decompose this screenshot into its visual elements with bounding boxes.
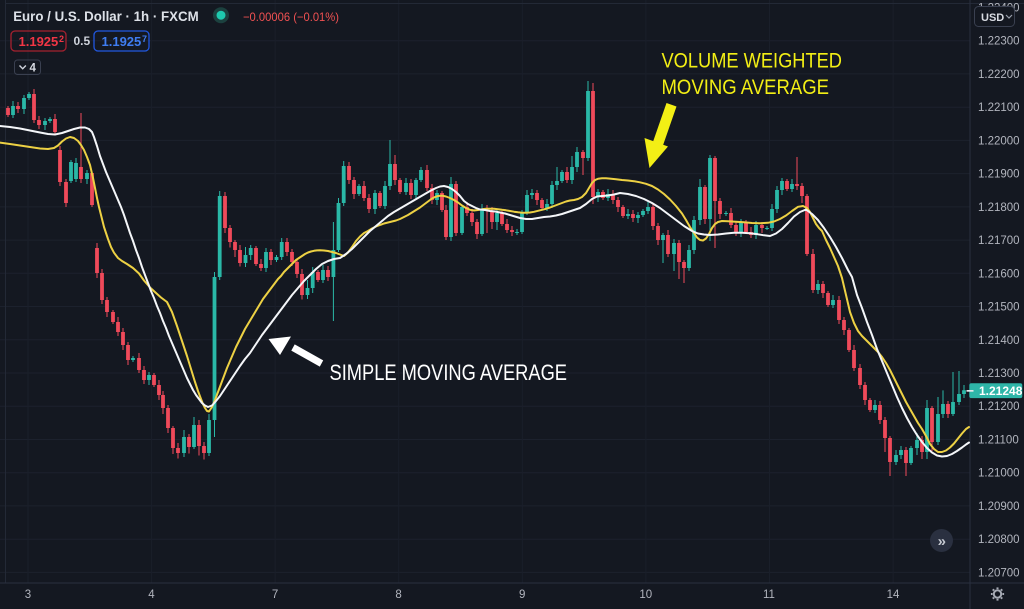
svg-text:2: 2 [59, 34, 64, 44]
svg-text:1.21800: 1.21800 [978, 202, 1020, 214]
svg-text:7: 7 [142, 34, 147, 44]
svg-text:»: » [938, 533, 946, 550]
svg-text:4: 4 [148, 589, 155, 601]
svg-text:1.22100: 1.22100 [978, 102, 1020, 114]
svg-text:1.1925: 1.1925 [102, 34, 142, 49]
svg-text:14: 14 [887, 589, 900, 601]
svg-text:1.22000: 1.22000 [978, 135, 1020, 147]
svg-text:−0.00006 (−0.01%): −0.00006 (−0.01%) [243, 10, 339, 24]
svg-text:7: 7 [272, 589, 278, 601]
svg-text:SIMPLE MOVING AVERAGE: SIMPLE MOVING AVERAGE [330, 360, 568, 385]
svg-text:4: 4 [30, 63, 37, 75]
svg-text:1.22300: 1.22300 [978, 36, 1020, 48]
svg-text:9: 9 [519, 589, 525, 601]
svg-text:1.22200: 1.22200 [978, 69, 1020, 81]
svg-text:1.21100: 1.21100 [978, 435, 1019, 447]
svg-text:1.1925: 1.1925 [19, 34, 59, 49]
svg-text:1.20700: 1.20700 [978, 567, 1020, 579]
svg-text:1.21900: 1.21900 [978, 169, 1020, 181]
svg-text:3: 3 [25, 589, 31, 601]
svg-text:0.5: 0.5 [74, 34, 91, 48]
svg-text:1.21300: 1.21300 [978, 368, 1020, 380]
svg-text:Euro / U.S. Dollar · 1h · FXCM: Euro / U.S. Dollar · 1h · FXCM [13, 9, 199, 24]
svg-text:11: 11 [763, 589, 775, 601]
svg-text:1.21700: 1.21700 [978, 235, 1020, 247]
svg-text:1.21600: 1.21600 [978, 268, 1020, 280]
svg-text:1.21400: 1.21400 [978, 335, 1020, 347]
svg-text:1.20900: 1.20900 [978, 501, 1020, 513]
svg-text:1.20800: 1.20800 [978, 534, 1020, 546]
svg-text:VOLUME WEIGHTED: VOLUME WEIGHTED [662, 48, 843, 72]
svg-text:USD: USD [981, 12, 1004, 24]
svg-text:1.21200: 1.21200 [978, 401, 1020, 413]
svg-text:1.21248: 1.21248 [979, 384, 1023, 398]
svg-text:1.21000: 1.21000 [978, 468, 1020, 480]
svg-text:10: 10 [639, 589, 652, 601]
svg-text:1.21500: 1.21500 [978, 302, 1020, 314]
svg-text:8: 8 [395, 589, 401, 601]
svg-text:MOVING AVERAGE: MOVING AVERAGE [662, 75, 830, 99]
